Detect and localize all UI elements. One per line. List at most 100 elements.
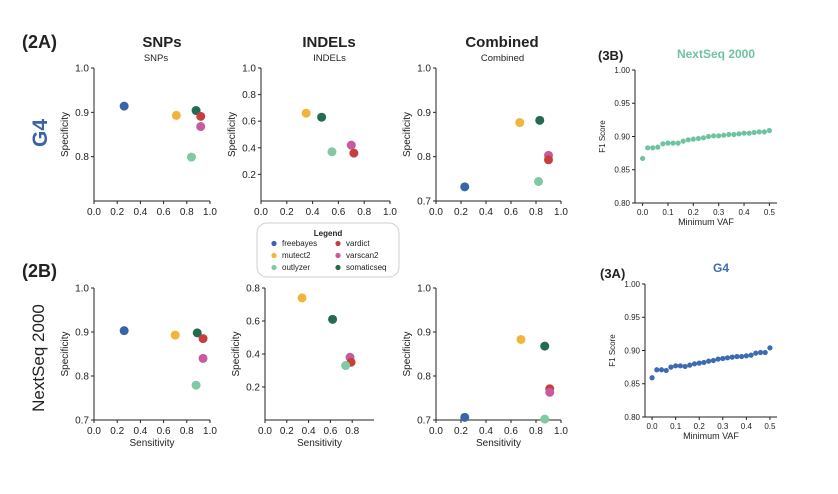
legend-label-vardict: vardict [346, 239, 370, 248]
data-point [746, 130, 752, 136]
chart-title: G4 [713, 261, 729, 275]
x-tick-label: 0.5 [764, 208, 776, 217]
x-tick-label: 0.3 [713, 208, 725, 217]
data-point [757, 349, 764, 356]
data-point [701, 359, 707, 366]
y-tick-label: 0.9 [75, 328, 89, 339]
y-tick-label: 0.6 [242, 117, 256, 128]
data-point-varscan2 [346, 140, 356, 150]
data-point [658, 367, 665, 373]
y-tick-label: 0.2 [242, 170, 256, 181]
data-point [682, 363, 688, 370]
x-tick-label: 0.6 [504, 207, 518, 218]
x-axis-label: Sensitivity [476, 438, 521, 449]
x-tick-label: 0.6 [157, 426, 171, 437]
data-point [690, 136, 696, 142]
legend-title: Legend [314, 229, 343, 238]
x-tick-label: 0.3 [717, 422, 729, 431]
x-tick-label: 0.4 [306, 207, 320, 218]
panel-label-3a: (3A) [600, 266, 625, 281]
data-point [673, 363, 679, 369]
data-point [650, 145, 656, 151]
data-point [668, 364, 674, 370]
y-tick-label: 0.9 [417, 328, 431, 339]
x-tick-label: 0.8 [357, 207, 371, 218]
data-point-mutect2 [170, 330, 180, 340]
data-point-outlyzer [327, 147, 337, 157]
data-point-somaticseq [540, 341, 550, 351]
data-point [751, 129, 757, 136]
data-point-freebayes [460, 412, 470, 422]
data-point-vardict [198, 334, 208, 344]
legend-label-outlyzer: outlyzer [282, 263, 310, 272]
data-point [665, 140, 671, 146]
data-point-freebayes [119, 101, 129, 111]
row-label-g4: G4 [29, 119, 52, 147]
x-tick-label: 0.0 [429, 426, 443, 437]
x-tick-label: 0.2 [280, 426, 294, 437]
data-point [691, 361, 698, 367]
y-tick-label: 0.8 [246, 284, 260, 295]
axis-lines [93, 68, 210, 202]
y-axis-label: F1 Score [608, 334, 617, 367]
chart-nextseq-snps: 0.0 0.2 0.4 0.6 0.8 1.0 0.7 0.8 0.9 1.0 Sensitivit… [60, 284, 217, 450]
column-header-combined: Combined [465, 34, 538, 51]
y-tick-label: 1.0 [242, 64, 256, 75]
chart-title: INDELs [313, 53, 346, 64]
data-point-outlyzer [341, 361, 351, 371]
legend-box [256, 222, 400, 278]
y-tick-label: 0.90 [624, 346, 640, 355]
x-tick-label: 0.5 [764, 422, 776, 431]
data-point [640, 155, 646, 162]
y-tick-label: 0.8 [75, 372, 89, 383]
legend-swatch-outlyzer [271, 264, 277, 271]
y-tick-label: 0.7 [417, 416, 431, 427]
x-tick-label: 0.6 [504, 426, 518, 437]
data-point [675, 140, 681, 146]
x-tick-label: 1.0 [203, 207, 217, 218]
data-point [680, 138, 686, 144]
x-tick-label: 1.0 [383, 207, 397, 218]
x-tick-label: 0.0 [258, 426, 272, 437]
data-point [721, 132, 727, 138]
x-tick-label: 0.2 [454, 207, 468, 218]
y-tick-label: 0.7 [75, 416, 89, 427]
legend-swatch-varscan2 [335, 252, 341, 259]
axis-lines [93, 288, 210, 421]
data-point [696, 360, 702, 366]
data-point [700, 135, 707, 141]
y-tick-label: 0.7 [417, 197, 431, 208]
chart-g4-combined: 0.0 0.2 0.4 0.6 0.8 1.0 0.7 0.8 0.9 1.0 Combined Sp… [402, 53, 568, 218]
y-tick-label: 1.0 [75, 64, 89, 75]
x-tick-label: 0.1 [662, 208, 674, 217]
x-axis-label: Sensitivity [297, 438, 342, 449]
x-tick-label: 0.4 [133, 426, 147, 437]
y-axis-label: F1 Score [598, 120, 607, 153]
y-tick-label: 0.80 [614, 199, 630, 208]
chart-title: NextSeq 2000 [677, 47, 755, 61]
x-tick-label: 0.0 [87, 207, 101, 218]
legend-swatch-vardict [335, 240, 341, 247]
data-point [766, 127, 772, 134]
y-axis-label: Specificity [402, 112, 413, 157]
x-tick-label: 0.2 [694, 422, 706, 431]
y-tick-label: 0.85 [614, 166, 630, 175]
y-tick-label: 0.85 [624, 380, 640, 389]
row-label-nextseq: NextSeq 2000 [29, 304, 48, 412]
y-tick-label: 0.2 [246, 383, 260, 394]
chart-g4-snps: 0.0 0.2 0.4 0.6 0.8 1.0 0.8 0.9 1.0 SNPs Specifici… [60, 53, 217, 218]
y-tick-label: 0.95 [624, 313, 640, 322]
data-point [705, 133, 712, 140]
x-tick-label: 0.8 [180, 426, 194, 437]
x-tick-label: 0.4 [741, 422, 753, 431]
data-point-somaticseq [328, 314, 338, 324]
data-point-mutect2 [297, 293, 307, 303]
x-tick-label: 0.2 [688, 208, 700, 217]
y-tick-label: 0.6 [246, 317, 260, 328]
x-tick-label: 0.4 [479, 426, 493, 437]
legend-swatch-somaticseq [335, 264, 341, 271]
legend-label-freebayes: freebayes [282, 239, 317, 248]
data-point-mutect2 [516, 334, 526, 344]
y-tick-label: 1.0 [417, 284, 431, 295]
data-point-somaticseq [192, 328, 202, 338]
